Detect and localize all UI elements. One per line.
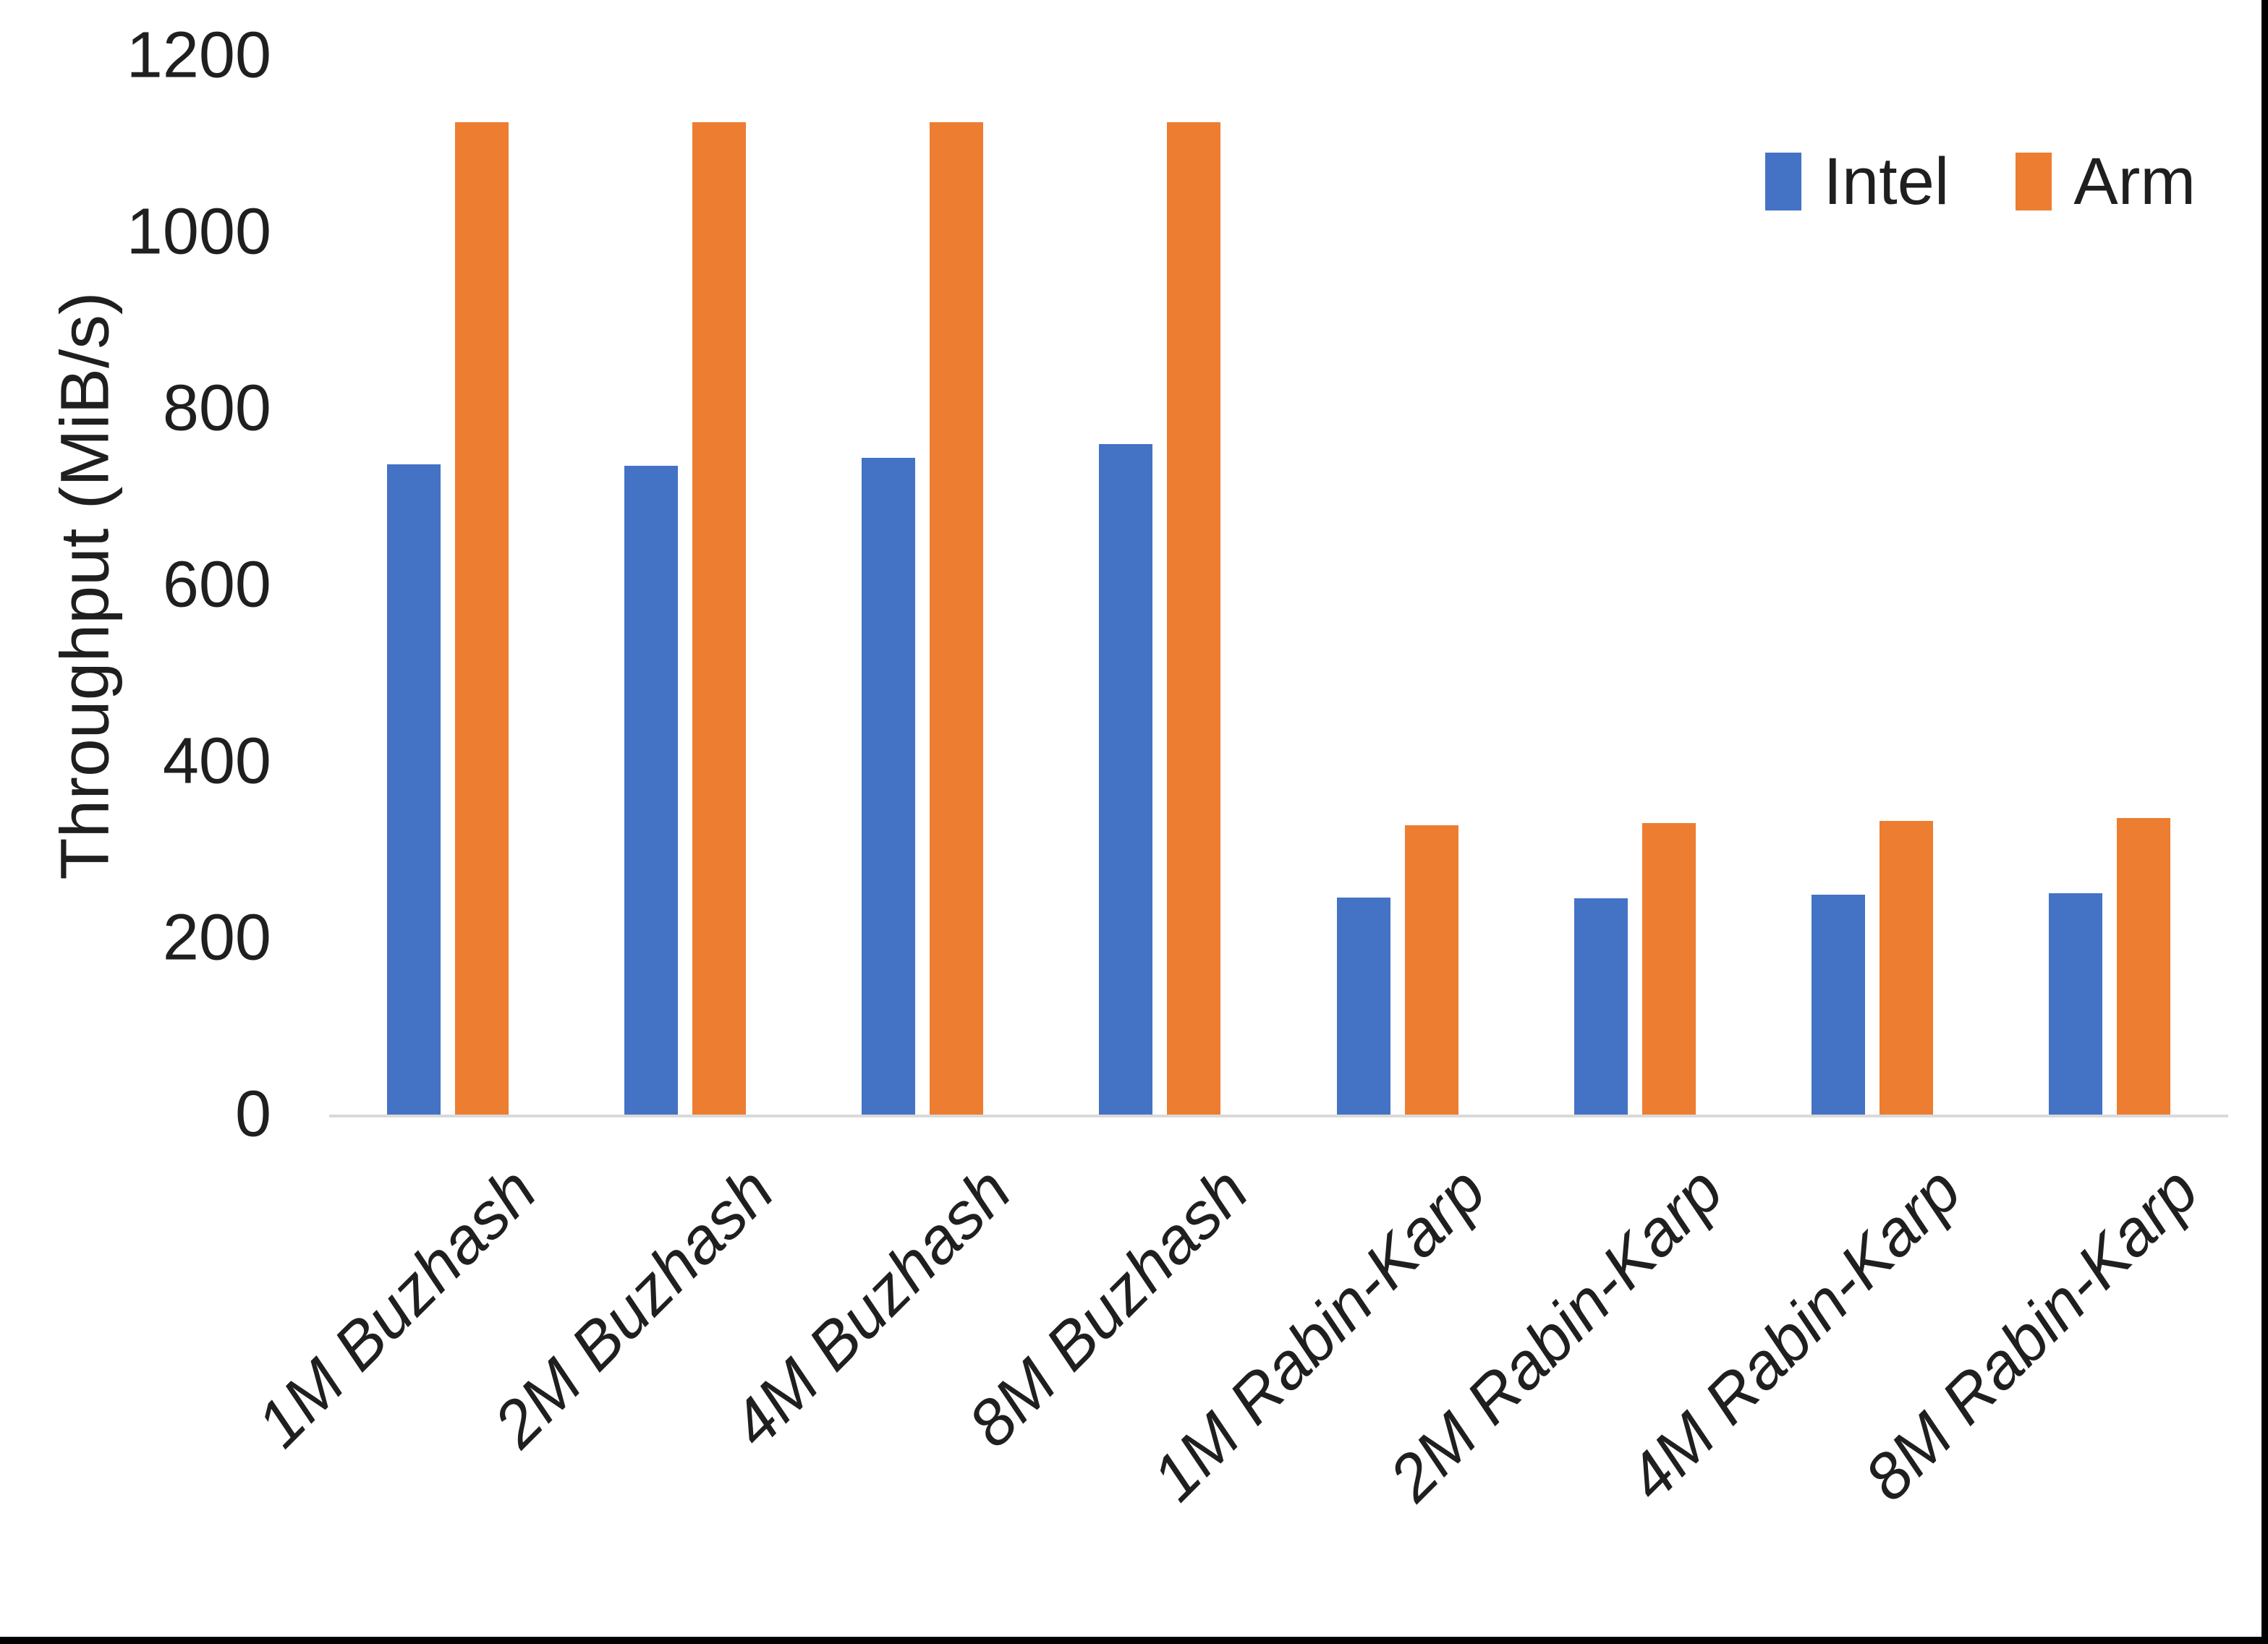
legend-item-arm: Arm: [2016, 148, 2196, 215]
screen-edge-right: [2261, 0, 2268, 1644]
bar-arm-3: [1167, 122, 1221, 1115]
y-tick-label: 800: [162, 372, 271, 445]
bar-arm-2: [930, 122, 984, 1115]
bar-intel-1: [624, 466, 679, 1115]
intel-series-swatch: [1765, 153, 1802, 210]
arm-series-swatch: [2016, 153, 2052, 210]
bar-arm-1: [692, 122, 747, 1115]
bar-arm-6: [1879, 820, 1933, 1115]
legend-label-intel: Intel: [1823, 145, 1950, 218]
bar-intel-4: [1336, 897, 1390, 1115]
bar-intel-6: [1811, 895, 1865, 1115]
y-tick-label: 1000: [126, 195, 271, 268]
bar-arm-5: [1641, 823, 1696, 1115]
y-tick-label: 200: [162, 901, 271, 974]
bar-arm-0: [455, 122, 509, 1115]
bar-intel-5: [1573, 898, 1628, 1115]
y-tick-label: 400: [162, 725, 271, 798]
y-tick-label: 1200: [126, 19, 271, 92]
bar-arm-7: [2116, 818, 2170, 1115]
bar-intel-7: [2048, 893, 2102, 1115]
bar-intel-0: [387, 464, 441, 1115]
y-tick-label: 0: [234, 1078, 271, 1151]
y-tick-label: 600: [162, 548, 271, 621]
screen-edge-bottom: [0, 1637, 2268, 1644]
legend-item-intel: Intel: [1765, 148, 1949, 215]
bar-intel-3: [1099, 443, 1153, 1115]
x-axis-line: [329, 1115, 2228, 1117]
legend-label-arm: Arm: [2073, 145, 2196, 218]
legend: Intel Arm: [1765, 148, 2196, 215]
bar-intel-2: [862, 458, 916, 1115]
bar-arm-4: [1404, 825, 1458, 1115]
